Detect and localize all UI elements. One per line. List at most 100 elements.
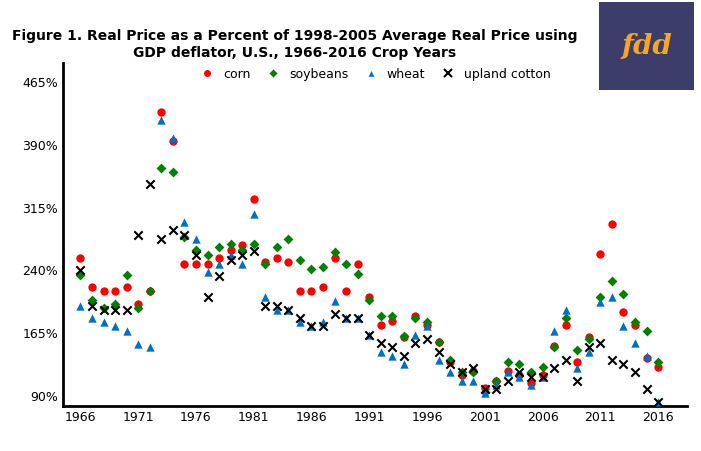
Point <box>618 308 629 316</box>
Point <box>479 390 491 397</box>
Point <box>202 252 213 259</box>
Point <box>248 240 259 247</box>
Point <box>168 227 179 234</box>
Point <box>468 367 479 374</box>
Point <box>271 306 283 313</box>
Point <box>191 235 202 242</box>
Point <box>213 260 224 267</box>
Point <box>191 252 202 259</box>
Point <box>202 294 213 301</box>
Point <box>306 323 317 330</box>
Point <box>168 135 179 142</box>
Point <box>537 364 548 371</box>
Point <box>202 268 213 276</box>
Point <box>236 260 247 267</box>
Point <box>98 319 109 326</box>
Point <box>421 336 433 343</box>
Point <box>560 321 571 328</box>
Point <box>629 340 641 347</box>
Point <box>248 210 259 217</box>
Point <box>109 323 121 330</box>
Point <box>86 314 97 322</box>
Point <box>294 319 306 326</box>
Point <box>98 304 109 312</box>
Point <box>179 260 190 267</box>
Point <box>168 137 179 144</box>
Point <box>132 300 144 308</box>
Point <box>594 294 606 301</box>
Point <box>375 321 386 328</box>
Point <box>410 314 421 322</box>
Point <box>225 256 236 263</box>
Point <box>571 365 583 372</box>
Point <box>271 254 283 262</box>
Point <box>560 306 571 313</box>
Point <box>444 359 456 366</box>
Point <box>259 302 271 309</box>
Point <box>98 306 109 313</box>
Point <box>594 299 606 306</box>
Point <box>410 331 421 338</box>
Point <box>629 321 641 328</box>
Point <box>421 321 433 328</box>
Point <box>653 363 664 370</box>
Point <box>583 336 594 343</box>
Point <box>213 273 224 280</box>
Point <box>329 254 340 262</box>
Point <box>271 244 283 251</box>
Point <box>618 323 629 330</box>
Point <box>225 240 236 247</box>
Legend: corn, soybeans, wheat, upland cotton: corn, soybeans, wheat, upland cotton <box>189 63 556 86</box>
Point <box>294 288 306 295</box>
Point <box>306 323 317 330</box>
Text: Figure 1. Real Price as a Percent of 1998-2005 Average Real Price using
GDP defl: Figure 1. Real Price as a Percent of 199… <box>12 29 577 60</box>
Point <box>75 254 86 262</box>
Point <box>387 352 398 359</box>
Point <box>179 231 190 238</box>
Point <box>525 382 536 389</box>
Point <box>364 331 375 338</box>
Point <box>503 367 514 374</box>
Point <box>456 369 468 376</box>
Point <box>225 246 236 253</box>
Point <box>491 377 502 384</box>
Point <box>341 288 352 295</box>
Point <box>156 116 167 124</box>
Point <box>537 373 548 380</box>
Point <box>364 294 375 301</box>
Point <box>606 221 618 228</box>
Point <box>583 348 594 355</box>
Point <box>491 386 502 393</box>
Point <box>514 360 525 368</box>
Point <box>571 377 583 384</box>
Point <box>387 313 398 320</box>
Point <box>144 344 156 351</box>
Point <box>179 218 190 226</box>
Point <box>144 288 156 295</box>
Point <box>329 249 340 256</box>
Point <box>259 258 271 266</box>
Point <box>641 354 652 362</box>
Point <box>653 398 664 405</box>
Point <box>514 371 525 378</box>
Point <box>641 352 652 359</box>
Point <box>398 332 409 339</box>
Point <box>364 296 375 304</box>
Point <box>132 231 144 238</box>
Point <box>86 302 97 309</box>
Point <box>421 319 433 326</box>
Point <box>548 365 559 372</box>
Point <box>606 277 618 284</box>
Point <box>375 348 386 355</box>
Point <box>109 300 121 308</box>
Point <box>525 380 536 387</box>
Point <box>75 267 86 274</box>
Point <box>583 344 594 351</box>
Point <box>537 371 548 378</box>
Point <box>444 356 456 364</box>
Point <box>503 369 514 376</box>
Point <box>213 254 224 262</box>
Point <box>618 360 629 368</box>
Point <box>294 314 306 322</box>
Point <box>156 165 167 172</box>
